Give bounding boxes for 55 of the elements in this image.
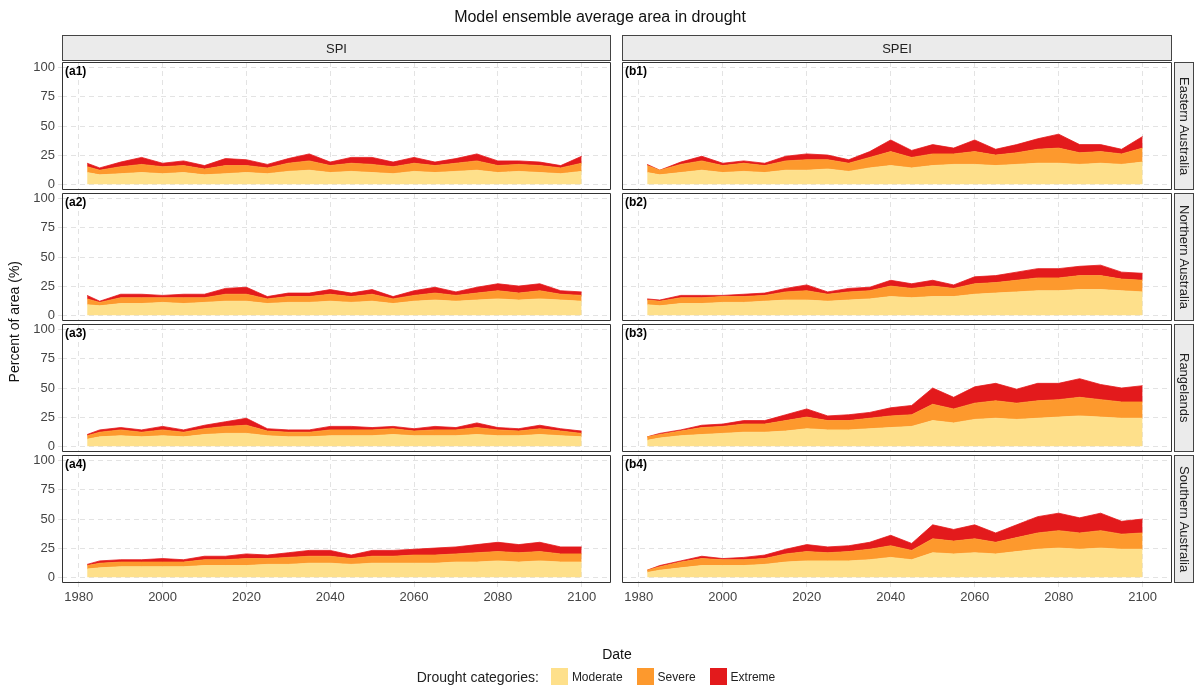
x-tick-label: 2100 [1128, 589, 1158, 605]
y2-axis-title: Rangelands [1176, 353, 1192, 423]
legend-label: Moderate [571, 669, 623, 684]
y-tick-label: 0 [47, 568, 55, 584]
x-tick-label: 2020 [231, 589, 261, 605]
chart-subtitle: SPEI [622, 35, 1172, 61]
annotation: (a1) [65, 64, 87, 79]
chart-title: Model ensemble average area in drought [453, 8, 747, 26]
y-tick-label: 0 [47, 437, 55, 453]
y-tick-label: 50 [40, 117, 55, 133]
annotation: (b1) [625, 64, 647, 79]
y-tick-label: 50 [40, 379, 55, 395]
legend-title: Drought categories: [416, 668, 539, 685]
y-tick-label: 0 [47, 306, 55, 322]
legend-label: Severe [657, 669, 696, 684]
y-tick-label: 50 [40, 248, 55, 264]
annotation: (b2) [625, 195, 647, 210]
y-tick-label: 75 [40, 481, 55, 497]
legend-label: Extreme [730, 669, 776, 684]
y-tick-label: 25 [40, 146, 55, 162]
y-tick-label: 25 [40, 539, 55, 555]
annotation: (b4) [625, 457, 647, 472]
x-tick-label: 2060 [960, 589, 990, 605]
y-tick-label: 75 [40, 88, 55, 104]
y-axis-title: Percent of area (%) [6, 261, 22, 383]
x-tick-label: 2040 [315, 589, 345, 605]
annotation: (a4) [65, 457, 87, 472]
annotation: (b3) [625, 326, 647, 341]
x-tick-label: 2060 [399, 589, 429, 605]
y-tick-label: 75 [40, 350, 55, 366]
x-tick-label: 2080 [483, 589, 513, 605]
x-tick-label: 2000 [708, 589, 738, 605]
y-tick-label: 100 [33, 190, 55, 206]
x-tick-label: 1980 [624, 589, 654, 605]
y-tick-label: 50 [40, 510, 55, 526]
y-tick-label: 75 [40, 219, 55, 235]
y2-axis-title: Northern Australia [1176, 204, 1192, 310]
x-tick-label: 1980 [64, 589, 94, 605]
y-tick-label: 100 [33, 452, 55, 468]
y-tick-label: 100 [33, 321, 55, 337]
x-axis-title: Date [601, 646, 633, 662]
chart-subtitle: SPI [62, 35, 611, 61]
annotation: (a3) [65, 326, 87, 341]
y2-axis-title: Southern Australia [1176, 465, 1192, 573]
y-tick-label: 100 [33, 59, 55, 75]
x-tick-label: 2000 [148, 589, 178, 605]
x-tick-label: 2040 [876, 589, 906, 605]
x-tick-label: 2080 [1044, 589, 1074, 605]
x-tick-label: 2020 [792, 589, 822, 605]
y2-axis-title: Eastern Australia [1176, 76, 1192, 176]
y-tick-label: 25 [40, 277, 55, 293]
y-tick-label: 0 [47, 175, 55, 191]
y-tick-label: 25 [40, 408, 55, 424]
x-tick-label: 2100 [567, 589, 597, 605]
annotation: (a2) [65, 195, 87, 210]
